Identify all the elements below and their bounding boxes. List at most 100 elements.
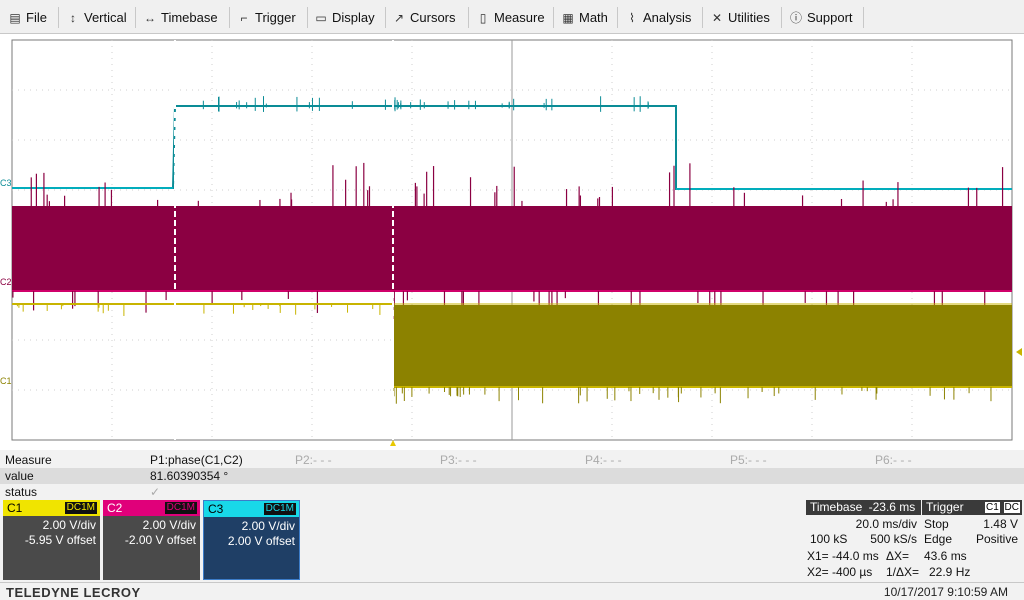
status-footer: TELEDYNE LECROY 10/17/2017 9:10:59 AM [0,582,1024,600]
c2-header: C2 DC1M [103,500,200,516]
menu-cursors-label: Cursors [410,10,456,25]
value-label: value [5,469,34,483]
trigger-type: Edge [924,532,953,546]
menu-cursors[interactable]: ↗ Cursors [392,9,456,27]
c2-label: C2 [107,501,123,515]
info-icon: ⓘ [789,11,802,25]
c2-envelope [12,206,1012,290]
measure-p5-header[interactable]: P5:- - - [730,453,767,467]
cursor-icon: ↗ [393,11,405,25]
cursor-x1-row: X1= -44.0 ms ΔX= 43.6 ms [806,549,1022,564]
measure-p3-header[interactable]: P3:- - - [440,453,477,467]
trigger-mode-row: Stop 1.48 V [922,517,1022,532]
brand-logo: TELEDYNE LECROY [6,585,141,600]
cursor-x2-row: X2= -400 µs 1/ΔX= 22.9 Hz [806,565,1022,580]
c1-ground-marker: C1 [0,376,12,386]
trace-c3 [12,96,1012,190]
trigger-level: 1.48 V [983,517,1018,531]
menu-timebase[interactable]: ↔ Timebase [143,9,218,27]
menu-vertical[interactable]: ↕ Vertical [66,9,127,27]
waveform-display[interactable]: C3 C2 C1 [0,34,1024,450]
c3-header: C3 DC1M [204,501,299,517]
c3-waveform-low [12,187,1012,190]
calculator-icon: ▦ [562,11,574,25]
measure-icon: ▯ [479,11,487,25]
menu-support-label: Support [807,10,853,25]
cursor-inv: 22.9 Hz [929,565,971,579]
trigger-descriptor[interactable]: Trigger C1 DC Stop 1.48 V Edge Positive [922,500,1022,550]
measure-value-row: value 81.60390354 ° [0,468,1024,484]
c1-vdiv: 2.00 V/div [42,518,96,532]
trigger-type-row: Edge Positive [922,532,1022,547]
trigger-header: Trigger C1 DC [922,500,1022,515]
menu-trigger-label: Trigger [255,10,296,25]
c3-offset: 2.00 V offset [227,534,295,548]
cursor-inv-label: 1/ΔX= [886,565,920,579]
timebase-rate: 500 kS/s [870,532,917,546]
c2-vdiv: 2.00 V/div [142,518,196,532]
menu-display[interactable]: ▭ Display [314,9,375,27]
measure-table: Measure P1:phase(C1,C2) P2:- - - P3:- - … [0,452,1024,500]
menu-separator [553,7,554,28]
menu-analysis[interactable]: ⌇ Analysis [625,9,691,27]
trigger-source-badge: C1 DC [984,501,1020,514]
cursor-dx: 43.6 ms [924,549,967,563]
menu-measure[interactable]: ▯ Measure [476,9,545,27]
chart-icon: ⌇ [629,11,635,25]
menu-file[interactable]: ▤ File [8,9,47,27]
trigger-position-marker [390,440,396,446]
c1-envelope [394,305,1012,387]
menu-separator [58,7,59,28]
c2-ground-marker: C2 [0,277,12,287]
menu-display-label: Display [332,10,375,25]
c3-vdiv: 2.00 V/div [241,519,295,533]
menu-utilities-label: Utilities [728,10,770,25]
trace-c1 [12,303,1012,404]
menu-bar: ▤ File ↕ Vertical ↔ Timebase ⌐ Trigger ▭ Disp… [0,0,1024,34]
menu-separator [135,7,136,28]
menu-separator [307,7,308,28]
menu-file-label: File [26,10,47,25]
date-time: 10/17/2017 9:10:59 AM [883,585,1008,599]
channel-c1-descriptor[interactable]: C1 DC1M 2.00 V/div -5.95 V offset [3,500,100,580]
channel-c3-descriptor[interactable]: C3 DC1M 2.00 V/div 2.00 V offset [203,500,300,580]
file-icon: ▤ [9,11,21,25]
p1-value: 81.60390354 ° [150,469,229,483]
menu-separator [617,7,618,28]
c1-header: C1 DC1M [3,500,100,516]
menu-separator [702,7,703,28]
display-icon: ▭ [315,11,327,25]
trace-c2 [12,162,1012,324]
menu-support[interactable]: ⓘ Support [789,9,853,27]
measure-p1-header[interactable]: P1:phase(C1,C2) [150,453,243,467]
timebase-samples: 100 kS [810,532,848,546]
menu-trigger[interactable]: ⌐ Trigger [237,9,296,27]
c1-coupling-badge: DC1M [64,502,97,514]
vertical-arrows-icon: ↕ [70,11,76,25]
p1-status-icon: ✓ [150,485,161,499]
measure-status-row: status ✓ [0,484,1024,500]
measure-p6-header[interactable]: P6:- - - [875,453,912,467]
menu-vertical-label: Vertical [84,10,127,25]
menu-math[interactable]: ▦ Math [561,9,608,27]
measure-p4-header[interactable]: P4:- - - [585,453,622,467]
timebase-title: Timebase [810,500,863,514]
trigger-coupling: DC [1002,502,1020,513]
menu-separator [468,7,469,28]
horizontal-arrows-icon: ↔ [144,11,156,25]
menu-separator [781,7,782,28]
measure-p2-header[interactable]: P2:- - - [295,453,332,467]
menu-separator [385,7,386,28]
menu-utilities[interactable]: ✕ Utilities [710,9,770,27]
c3-label: C3 [208,502,224,516]
c2-coupling-badge: DC1M [164,502,197,514]
measure-header-row: Measure P1:phase(C1,C2) P2:- - - P3:- - … [0,452,1024,468]
trigger-title: Trigger [926,500,964,514]
tools-icon: ✕ [711,11,723,25]
waveform-grid: C3 C2 C1 [0,39,1022,446]
menu-measure-label: Measure [494,10,545,25]
c1-offset: -5.95 V offset [24,533,96,547]
timebase-descriptor[interactable]: Timebase -23.6 ms 20.0 ms/div 100 kS 500… [806,500,921,580]
channel-c2-descriptor[interactable]: C2 DC1M 2.00 V/div -2.00 V offset [103,500,200,580]
c3-coupling-badge: DC1M [263,503,296,515]
